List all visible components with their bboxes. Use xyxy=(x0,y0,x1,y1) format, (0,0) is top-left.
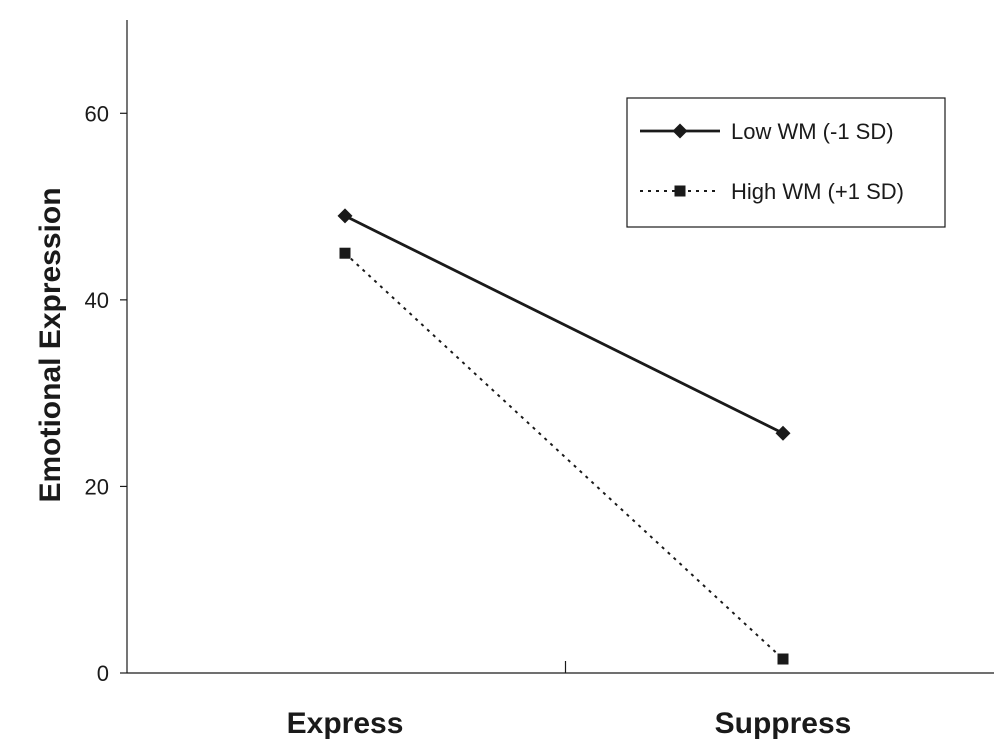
series-low-wm xyxy=(337,208,791,441)
legend-marker xyxy=(672,123,688,139)
series-line xyxy=(344,214,784,435)
legend: Low WM (-1 SD) High WM (+1 SD) xyxy=(626,97,946,228)
data-point xyxy=(777,653,789,665)
series-line xyxy=(344,252,784,660)
legend-box xyxy=(626,97,946,228)
x-category-labels: Express Suppress xyxy=(287,707,852,740)
y-tick-label: 20 xyxy=(85,474,109,499)
series-layer xyxy=(337,208,791,665)
y-ticks: 0 20 40 60 xyxy=(85,101,127,686)
y-tick-label: 0 xyxy=(97,661,109,686)
legend-label: Low WM (-1 SD) xyxy=(731,119,894,144)
legend-marker xyxy=(674,185,686,197)
legend-label: High WM (+1 SD) xyxy=(731,179,904,204)
series-high-wm xyxy=(339,247,789,665)
data-point xyxy=(775,425,791,441)
data-point xyxy=(339,247,351,259)
y-tick-label: 40 xyxy=(85,288,109,313)
x-category-label: Express xyxy=(287,707,404,740)
x-category-label: Suppress xyxy=(715,707,852,740)
y-axis-title: Emotional Expression xyxy=(34,187,67,502)
data-point xyxy=(337,208,353,224)
y-tick-label: 60 xyxy=(85,101,109,126)
axes xyxy=(126,20,994,674)
